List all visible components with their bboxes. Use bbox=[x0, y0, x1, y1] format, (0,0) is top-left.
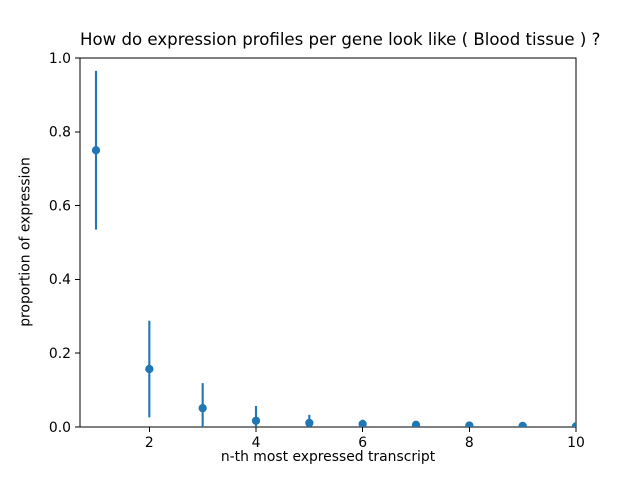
y-tick-label: 0.8 bbox=[49, 125, 71, 141]
x-tick-label: 8 bbox=[465, 435, 474, 451]
chart-title: How do expression profiles per gene look… bbox=[80, 30, 601, 49]
plot-frame bbox=[79, 57, 577, 428]
data-point-1 bbox=[91, 146, 101, 155]
x-tick-label: 2 bbox=[145, 435, 154, 451]
data-point-2 bbox=[145, 364, 154, 374]
data-point-9 bbox=[518, 421, 527, 427]
data-point-8 bbox=[465, 421, 474, 427]
x-axis-label: n-th most expressed transcript bbox=[220, 449, 436, 465]
x-tick-label: 10 bbox=[567, 435, 585, 451]
series-group bbox=[91, 70, 576, 427]
x-tick-label: 4 bbox=[252, 435, 261, 451]
data-point-7 bbox=[411, 420, 421, 427]
data-point-5 bbox=[305, 418, 314, 427]
y-tick-label: 1.0 bbox=[49, 51, 71, 67]
data-point-6 bbox=[358, 419, 367, 427]
y-tick-label: 0.6 bbox=[49, 198, 71, 214]
y-tick-label: 0.4 bbox=[49, 272, 71, 288]
y-tick-label: 0.0 bbox=[49, 420, 71, 436]
data-point-3 bbox=[198, 404, 207, 413]
y-tick-label: 0.2 bbox=[49, 346, 71, 362]
data-point-4 bbox=[251, 416, 261, 425]
x-tick-label: 6 bbox=[358, 435, 367, 451]
data-point-10 bbox=[571, 422, 576, 427]
